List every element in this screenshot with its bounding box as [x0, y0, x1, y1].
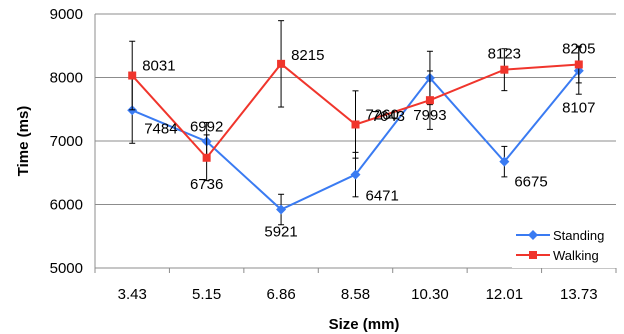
data-label: 8205 [562, 40, 595, 57]
legend-marker-standing [528, 230, 538, 240]
data-labels: 7484 6992 5921 6471 7993 6675 8107 8031 6736 8215… [142, 40, 595, 240]
x-tick-label: 13.73 [560, 286, 598, 303]
data-label: 8107 [562, 100, 595, 117]
legend-box [512, 224, 618, 268]
data-point [574, 60, 583, 69]
x-tick-label: 3.43 [118, 286, 147, 303]
legend-label-walking: Walking [553, 248, 599, 263]
data-label: 8031 [142, 58, 175, 75]
x-axis-title: Size (mm) [329, 316, 400, 333]
data-point [500, 65, 509, 74]
y-tick-label: 6000 [50, 197, 83, 214]
data-label: 6736 [190, 176, 223, 193]
data-point [276, 204, 287, 215]
x-tick-label: 10.30 [411, 286, 449, 303]
series-walking [128, 20, 583, 182]
grid [95, 13, 616, 205]
legend: Standing Walking [512, 224, 618, 268]
x-tick-label: 12.01 [486, 286, 524, 303]
data-point [425, 96, 434, 105]
x-tick-label: 5.15 [192, 286, 221, 303]
axes: 5000 6000 7000 8000 9000 3.43 5.15 6.86 8.58 10.3… [50, 6, 617, 303]
data-label: 7484 [144, 120, 177, 137]
data-label: 6992 [190, 119, 223, 136]
y-tick-label: 9000 [50, 6, 83, 23]
data-label: 7643 [372, 108, 405, 125]
data-label: 6471 [366, 188, 399, 205]
data-label: 6675 [514, 174, 547, 191]
x-tick-label: 6.86 [266, 286, 295, 303]
y-axis-title: Time (ms) [15, 106, 32, 177]
data-label: 8215 [291, 47, 324, 64]
data-point [351, 120, 360, 129]
y-tick-label: 8000 [50, 70, 83, 87]
series-group [127, 20, 584, 226]
data-label: 5921 [264, 224, 297, 241]
data-point [350, 169, 361, 180]
y-tick-label: 7000 [50, 133, 83, 150]
legend-label-standing: Standing [553, 228, 604, 243]
data-point [277, 59, 286, 68]
data-point [128, 71, 137, 80]
y-tick-label: 5000 [50, 260, 83, 277]
data-point [202, 153, 211, 162]
legend-marker-walking [529, 251, 537, 259]
data-label: 7993 [413, 107, 446, 124]
x-tick-label: 8.58 [341, 286, 370, 303]
data-label: 7260 [366, 106, 399, 123]
data-label: 8123 [488, 46, 521, 63]
data-point [499, 156, 510, 167]
